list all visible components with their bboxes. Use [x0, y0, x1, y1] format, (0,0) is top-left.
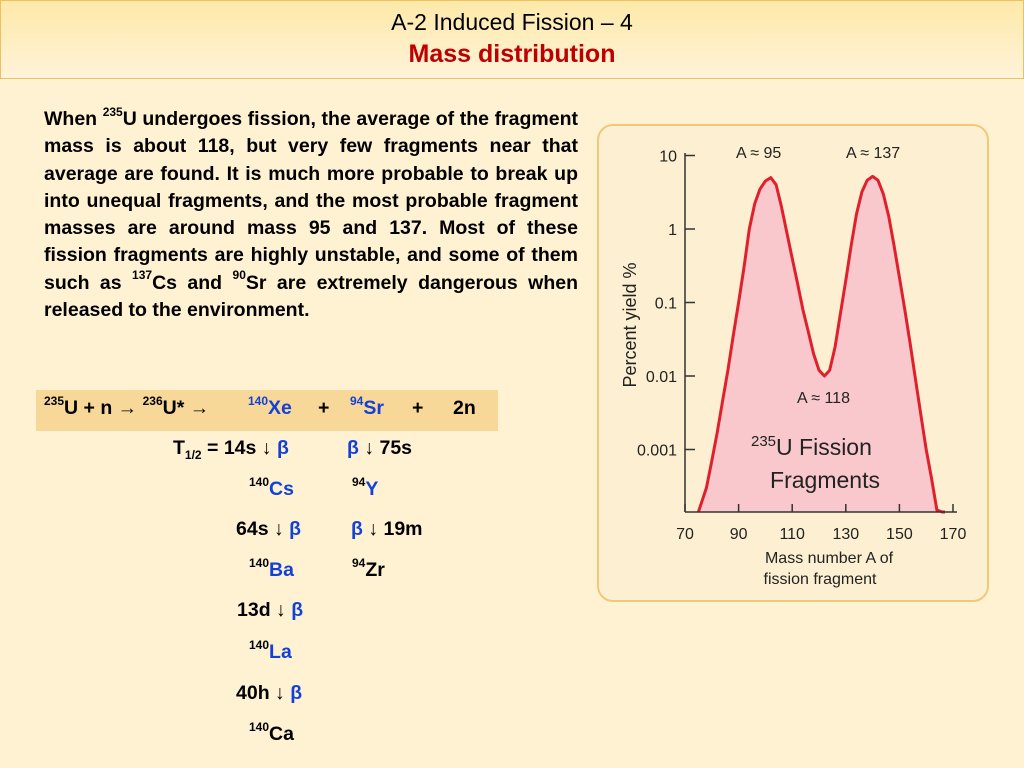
- slide-subtitle: Mass distribution: [408, 40, 616, 68]
- halflife-xe: T1/2 = 14s ↓ β: [173, 437, 289, 462]
- chart-panel: [597, 124, 989, 602]
- nuclide-y: 94Y: [352, 474, 379, 501]
- para-text: U undergoes fission, the average of the …: [44, 108, 578, 294]
- para-sup: 137: [132, 268, 153, 283]
- nuclide-la: 140La: [249, 637, 292, 664]
- reaction-lhs: 235U + n → 236U* →: [44, 393, 210, 420]
- para-text: When: [44, 108, 103, 130]
- body-paragraph: When 235U undergoes fission, the average…: [44, 106, 578, 324]
- nuclide-ba: 140Ba: [249, 555, 294, 582]
- nuclide-cs: 140Cs: [249, 474, 294, 501]
- para-sup: 90: [232, 268, 246, 283]
- reaction-plus-2: +: [412, 397, 424, 419]
- reaction-sr: 94Sr: [350, 393, 384, 420]
- reaction-neutrons: 2n: [453, 397, 476, 419]
- para-sup: 235: [102, 104, 123, 119]
- para-text: Sr are extremely dangerous when released…: [44, 271, 578, 322]
- halflife-cs: 64s ↓ β: [236, 518, 302, 540]
- reaction-plus-1: +: [318, 397, 330, 419]
- nuclide-ca: 140Ca: [249, 719, 294, 746]
- reaction-bar: [36, 390, 498, 431]
- reaction-xe: 140Xe: [248, 393, 292, 420]
- slide-title: A-2 Induced Fission – 4: [391, 9, 633, 35]
- nuclide-zr: 94Zr: [352, 555, 385, 582]
- halflife-y: β ↓ 19m: [351, 518, 423, 540]
- halflife-sr: β ↓ 75s: [347, 437, 413, 459]
- para-text: Cs and: [152, 271, 233, 294]
- halflife-la: 40h ↓ β: [236, 682, 303, 704]
- slide-header: A-2 Induced Fission – 4 Mass distributio…: [0, 0, 1024, 79]
- halflife-ba: 13d ↓ β: [237, 599, 304, 621]
